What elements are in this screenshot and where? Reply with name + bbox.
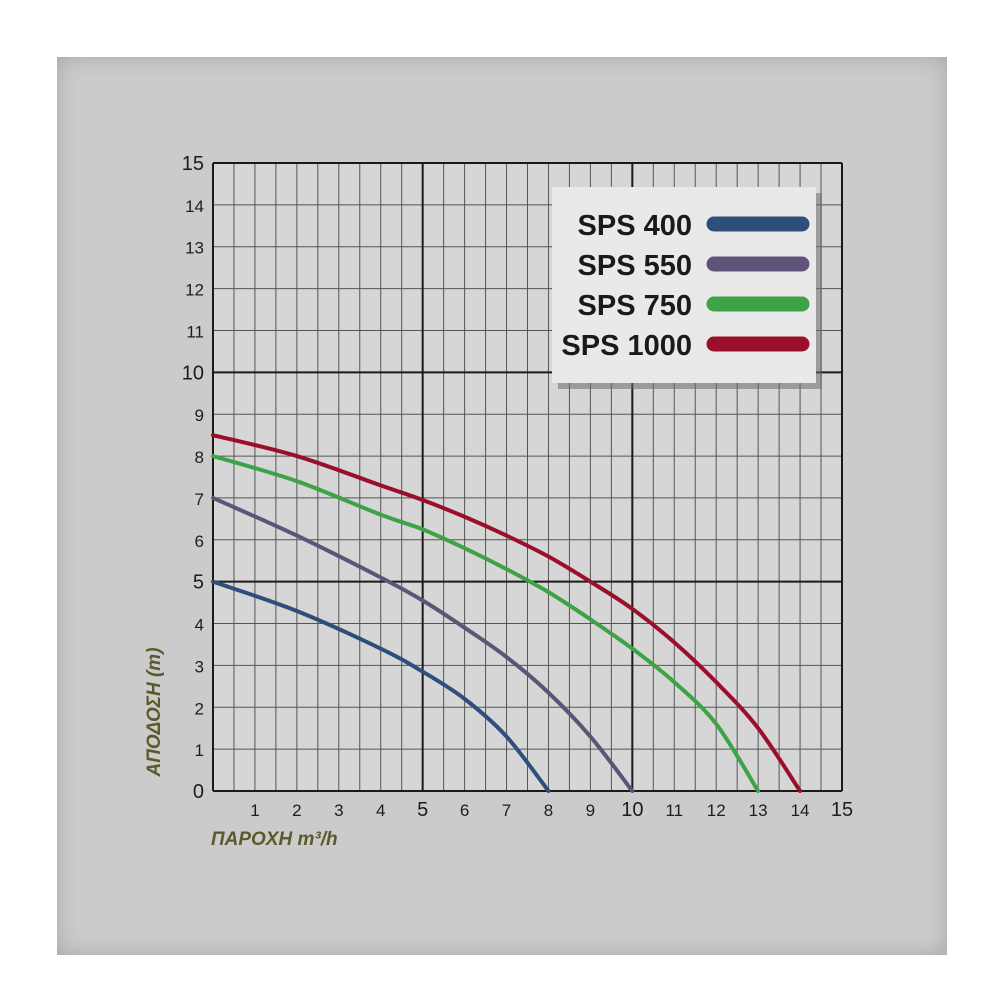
y-tick-label: 13 [185,239,204,258]
x-tick-label: 6 [460,801,469,820]
y-tick-label: 3 [195,657,204,676]
y-tick-label: 7 [195,490,204,509]
y-tick-label: 0 [193,781,204,803]
y-tick-label: 2 [195,699,204,718]
y-tick-label: 15 [182,153,204,175]
x-tick-label: 3 [334,801,343,820]
y-tick-label: 14 [185,197,204,216]
x-tick-label: 15 [831,799,853,821]
y-tick-label: 5 [193,572,204,594]
series-line-sps-550 [211,495,635,793]
series-lines [211,433,803,793]
y-tick-label: 10 [182,362,204,384]
x-tick-label: 12 [707,801,726,820]
x-tick-labels: 1 2 3 4 5 6 7 8 9 10 11 12 13 14 15 [250,799,853,821]
series-line-sps-1000 [211,433,803,793]
legend-label-sps-1000: SPS 1000 [561,330,692,362]
x-tick-label: 13 [749,801,768,820]
x-tick-label: 8 [544,801,553,820]
x-tick-label: 1 [250,801,259,820]
y-tick-label: 8 [195,448,204,467]
x-tick-label: 2 [292,801,301,820]
x-tick-label: 4 [376,801,385,820]
x-tick-label: 10 [621,799,643,821]
legend-label-sps-550: SPS 550 [578,250,692,282]
legend-label-sps-750: SPS 750 [578,290,692,322]
x-tick-label: 5 [417,799,428,821]
y-tick-label: 1 [195,741,204,760]
y-tick-label: 11 [186,322,204,341]
x-tick-label: 9 [586,801,595,820]
x-tick-label: 11 [665,801,683,820]
legend: SPS 400 SPS 550 SPS 750 SPS 1000 [552,187,822,389]
y-tick-label: 9 [195,406,204,425]
x-axis-title: ΠΑΡΟΧΗ m³/h [211,829,338,850]
legend-label-sps-400: SPS 400 [578,210,692,242]
y-axis-title: ΑΠΟΔΟΣΗ (m) [144,647,165,777]
series-line-sps-400 [211,579,551,793]
x-tick-label: 7 [502,801,511,820]
series-line-sps-750 [211,454,761,793]
y-tick-label: 12 [185,281,204,300]
y-tick-label: 4 [195,616,204,635]
y-tick-label: 6 [195,532,204,551]
x-tick-label: 14 [791,801,810,820]
